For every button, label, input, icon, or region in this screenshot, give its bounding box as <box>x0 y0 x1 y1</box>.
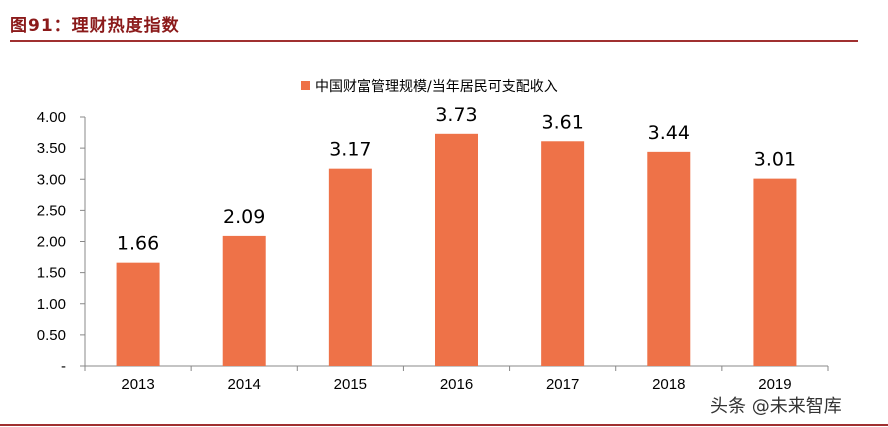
legend-swatch <box>301 81 310 90</box>
bar <box>222 235 266 366</box>
page-title: 图91：理财热度指数 <box>10 16 180 36</box>
y-axis: - 0.50 1.00 1.50 2.00 2.50 3.00 3.50 4.00 <box>37 109 86 375</box>
x-tick-label: 2013 <box>121 376 154 393</box>
y-tick-label: 0.50 <box>37 327 66 344</box>
bars <box>116 133 797 366</box>
x-tick-label: 2019 <box>758 376 791 393</box>
y-tick-label: 1.00 <box>37 296 66 313</box>
y-tick-label: 4.00 <box>37 109 66 126</box>
bottom-divider <box>0 424 888 426</box>
x-tick-label: 2016 <box>440 376 473 393</box>
data-labels: 1.66 2.09 3.17 3.73 3.61 3.44 3.01 <box>117 104 796 255</box>
data-label: 2.09 <box>223 206 265 228</box>
y-tick-label: 2.50 <box>37 202 66 219</box>
data-label: 3.61 <box>541 111 583 133</box>
x-tick-label: 2017 <box>546 376 579 393</box>
data-label: 3.01 <box>754 149 796 171</box>
x-tick-label: 2014 <box>228 376 261 393</box>
bar <box>116 262 160 366</box>
watermark: 头条 @未来智库 <box>710 396 842 417</box>
x-axis: 2013 2014 2015 2016 2017 2018 2019 <box>84 365 829 393</box>
bar <box>328 168 372 366</box>
data-label: 3.73 <box>435 104 477 126</box>
data-label: 1.66 <box>117 233 159 255</box>
bar <box>435 133 478 366</box>
y-tick-label: - <box>61 358 66 375</box>
data-label: 3.17 <box>329 139 371 161</box>
y-tick-label: 2.00 <box>37 234 66 251</box>
data-label: 3.44 <box>648 122 690 144</box>
legend: 中国财富管理规模/当年居民可支配收入 <box>301 78 558 95</box>
y-tick-label: 1.50 <box>37 265 66 282</box>
x-tick-label: 2015 <box>334 376 367 393</box>
bar <box>541 141 585 366</box>
y-tick-label: 3.50 <box>37 140 66 157</box>
bar <box>753 178 797 366</box>
bar <box>647 151 691 366</box>
y-tick-label: 3.00 <box>37 171 66 188</box>
x-tick-label: 2018 <box>652 376 685 393</box>
legend-label: 中国财富管理规模/当年居民可支配收入 <box>315 78 558 95</box>
title-divider <box>10 40 858 42</box>
